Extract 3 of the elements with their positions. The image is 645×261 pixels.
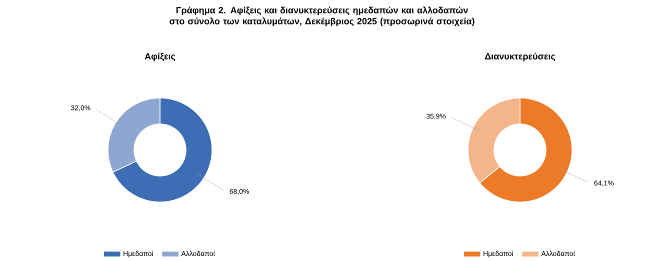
chart-title: Αφίξεις [144, 52, 176, 62]
chart-title: Διανυκτερεύσεις [484, 52, 556, 62]
text: Γράφημα 2. Αφίξεις και διανυκτερεύσεις ημεδαπών και αλλοδαπών στο σύνολο των καταλυμάτων, Δεκέμβριος 2025 (προσωρινά στοιχεία) [170, 6, 474, 26]
